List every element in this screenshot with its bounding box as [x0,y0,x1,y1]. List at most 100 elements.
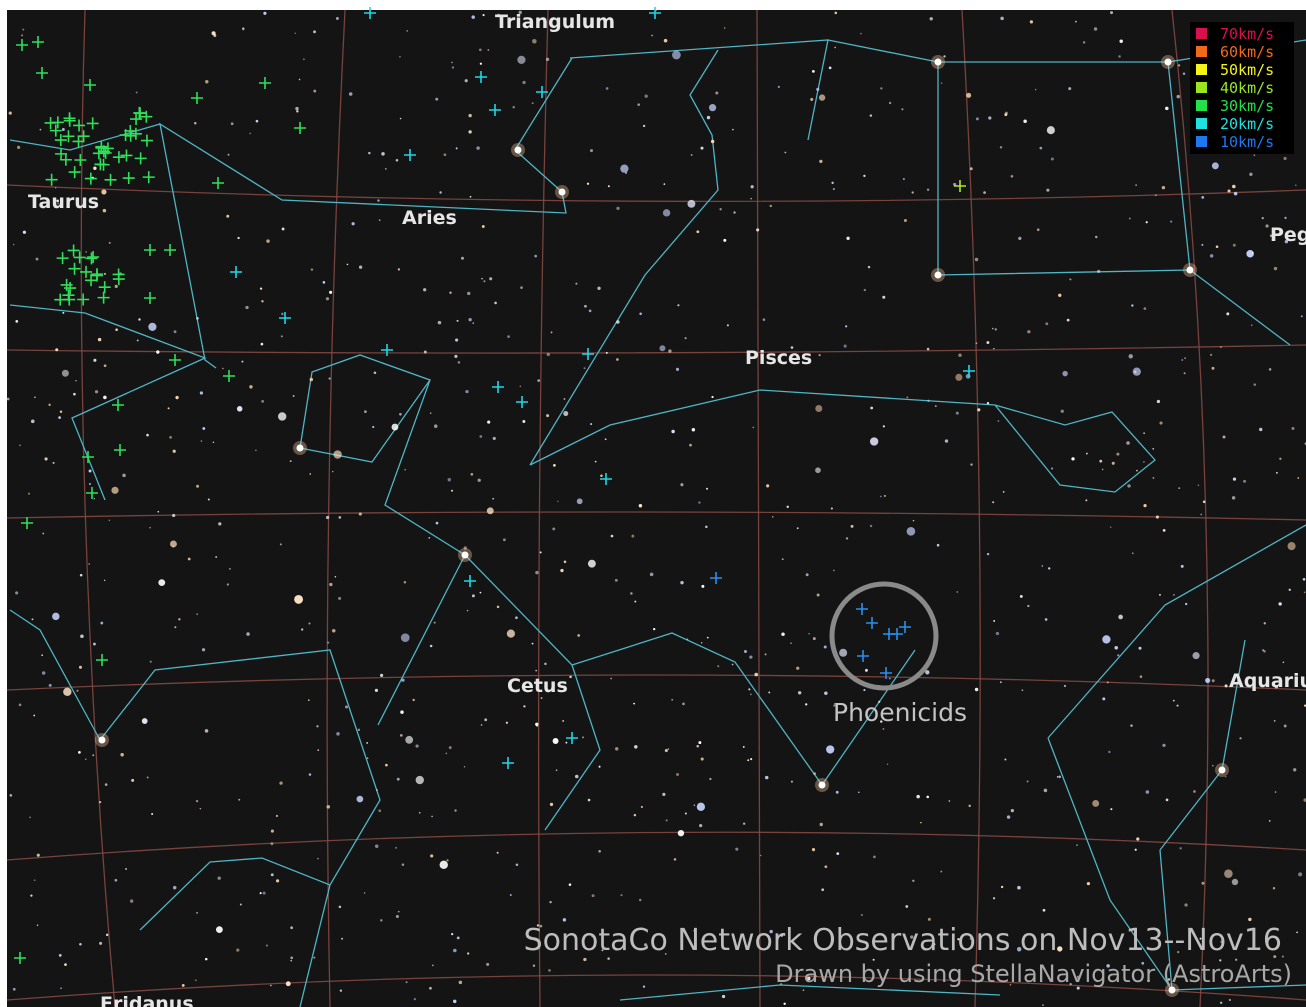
star [880,496,882,498]
star [480,63,482,65]
star [577,498,583,504]
star [803,989,805,991]
star [484,718,487,721]
star [1185,603,1187,605]
star [1058,294,1061,297]
star [520,286,523,289]
star [937,544,940,547]
legend-swatch [1196,46,1207,57]
star [833,188,835,190]
star [449,746,452,749]
star [19,704,22,707]
star [870,407,873,410]
star [396,915,399,918]
star [1085,499,1087,501]
star [584,367,586,369]
star [1276,472,1278,474]
star [709,778,711,780]
star [115,285,118,288]
star [1140,675,1143,678]
star [588,799,591,802]
star [935,405,937,407]
star [237,406,243,412]
star [1297,477,1299,479]
star [401,633,410,642]
star [456,320,458,322]
star [1201,244,1203,246]
star [988,116,991,119]
star [723,239,726,242]
star [1041,565,1043,567]
star [1118,55,1120,57]
star [1051,467,1053,469]
star [148,323,156,331]
star [639,899,641,901]
star [1203,500,1206,503]
star [349,92,353,96]
star [103,209,107,213]
star [595,461,597,463]
star [208,498,210,500]
star [663,183,665,185]
star [616,207,619,210]
star [819,94,825,100]
star [992,328,994,330]
star [55,187,56,188]
star [317,858,318,859]
star [1165,107,1169,111]
star [1178,64,1180,66]
star [711,140,714,143]
star [1011,809,1014,812]
star [404,581,407,584]
star [707,116,710,119]
star [1116,453,1119,456]
star [912,191,914,193]
star [715,91,718,94]
star [563,398,565,400]
star [263,12,266,15]
star [637,103,640,106]
star [295,107,298,110]
star [744,650,747,653]
star [111,487,118,494]
star [507,630,515,638]
star [1295,184,1297,186]
star [256,120,259,123]
star [993,348,994,349]
star [169,436,172,439]
star [1162,186,1165,189]
star [29,817,31,819]
constellation-label: Pisces [745,347,812,369]
bright-star [462,552,469,559]
star [172,546,174,548]
star [78,751,81,754]
star [271,842,274,845]
star [261,400,264,403]
star [1283,662,1285,664]
star [1136,470,1138,472]
star [125,868,127,870]
star [430,854,433,857]
legend-label: 60km/s [1220,43,1274,61]
star [1129,218,1131,220]
star [48,404,50,406]
star [138,318,140,320]
star [379,219,381,221]
star [7,398,10,401]
star [1107,681,1109,683]
star [1023,120,1027,124]
star [479,48,482,51]
star [282,228,285,231]
star [1027,605,1029,607]
star [329,378,331,380]
star [438,321,442,325]
bright-star [1187,267,1194,274]
star [941,82,942,83]
star [468,130,471,133]
star [76,690,78,692]
star [308,699,310,701]
star [532,39,537,44]
star [347,264,349,266]
constellation-label: Aries [402,207,457,229]
star [701,642,702,643]
